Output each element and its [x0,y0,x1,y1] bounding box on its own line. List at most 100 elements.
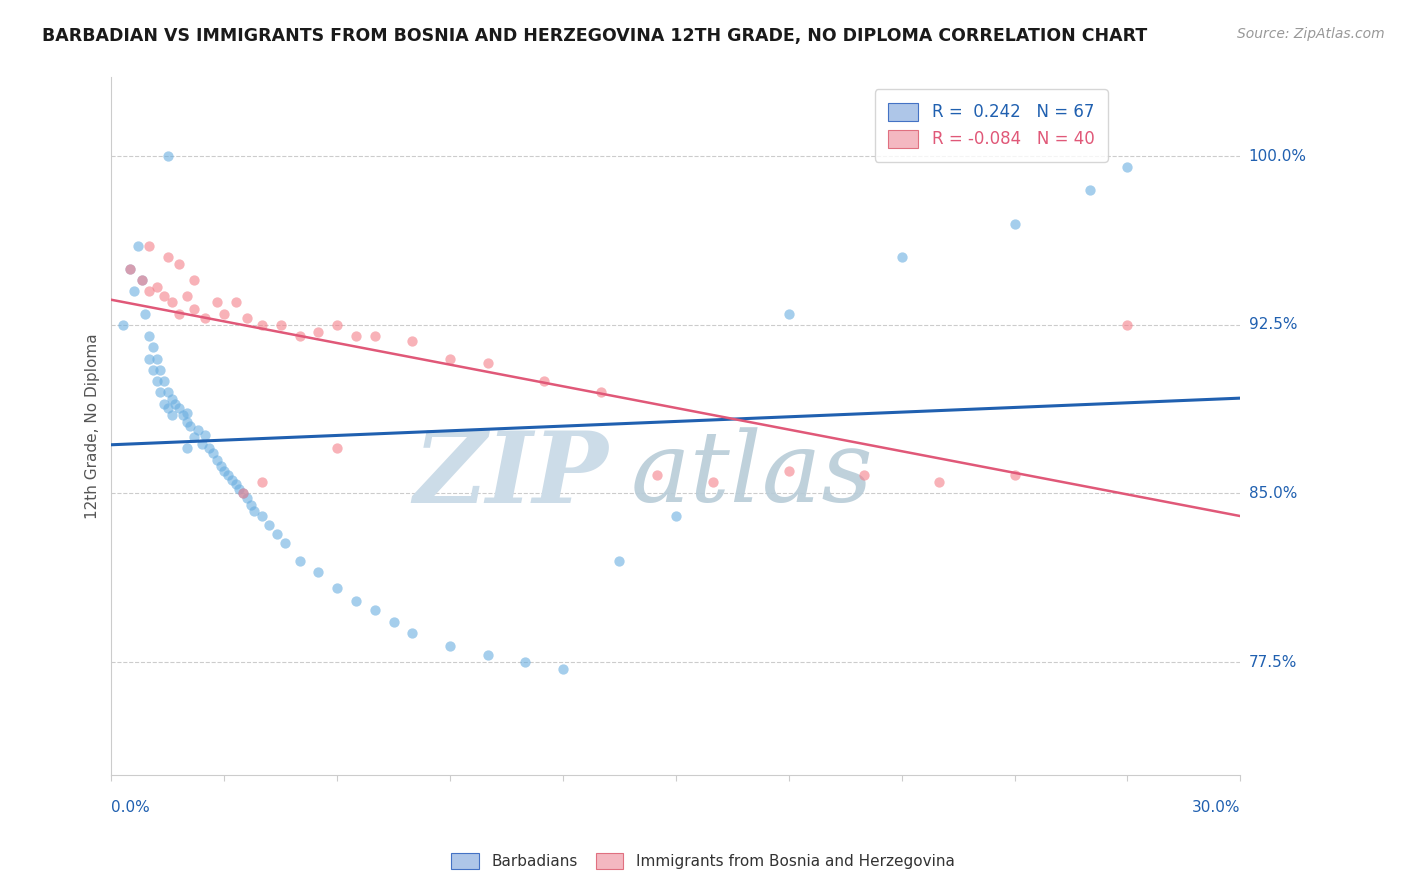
Point [778,307,800,321]
Point [1078,183,1101,197]
Point [190,437,212,451]
Point [179,419,201,434]
Point [198,442,221,456]
Point [533,374,555,388]
Point [439,640,461,654]
Point [127,239,149,253]
Point [551,662,574,676]
Point [702,475,724,490]
Point [326,581,349,595]
Point [477,356,499,370]
Point [176,405,198,419]
Point [165,396,187,410]
Point [225,295,247,310]
Point [326,318,349,332]
Point [266,527,288,541]
Point [156,149,179,163]
Point [307,565,329,579]
Point [138,351,160,366]
Point [142,363,165,377]
Point [167,401,190,415]
Point [156,401,179,415]
Point [172,408,194,422]
Text: 85.0%: 85.0% [1249,486,1296,501]
Point [232,486,254,500]
Text: ZIP: ZIP [413,426,609,523]
Point [183,273,205,287]
Point [273,536,295,550]
Text: 92.5%: 92.5% [1249,318,1298,333]
Point [122,284,145,298]
Point [288,329,311,343]
Point [217,468,239,483]
Point [153,288,176,302]
Point [160,295,183,310]
Point [364,603,387,617]
Point [236,311,259,326]
Point [120,261,142,276]
Point [183,430,205,444]
Point [259,518,281,533]
Point [1004,217,1026,231]
Y-axis label: 12th Grade, No Diploma: 12th Grade, No Diploma [86,334,100,519]
Point [270,318,292,332]
Point [307,325,329,339]
Point [156,250,179,264]
Point [149,385,172,400]
Point [288,554,311,568]
Text: atlas: atlas [631,427,873,523]
Point [209,459,232,474]
Point [228,482,250,496]
Point [167,307,190,321]
Point [194,311,217,326]
Point [589,385,612,400]
Point [194,428,217,442]
Point [477,648,499,663]
Point [214,307,236,321]
Legend: R =  0.242   N = 67, R = -0.084   N = 40: R = 0.242 N = 67, R = -0.084 N = 40 [875,89,1108,161]
Point [221,473,243,487]
Point [202,446,225,460]
Point [138,284,160,298]
Point [138,329,160,343]
Point [214,464,236,478]
Text: 30.0%: 30.0% [1192,799,1240,814]
Point [890,250,912,264]
Point [145,279,167,293]
Point [149,363,172,377]
Point [853,468,876,483]
Point [1004,468,1026,483]
Point [183,301,205,316]
Point [645,468,668,483]
Point [145,351,167,366]
Point [243,504,266,518]
Point [344,594,367,608]
Point [928,475,950,490]
Point [1116,318,1139,332]
Text: 77.5%: 77.5% [1249,655,1296,670]
Point [250,475,273,490]
Point [778,464,800,478]
Point [160,408,183,422]
Point [153,374,176,388]
Point [187,424,209,438]
Point [225,477,247,491]
Point [401,626,423,640]
Point [134,307,156,321]
Point [111,318,134,332]
Point [145,374,167,388]
Point [515,655,537,669]
Point [153,396,176,410]
Point [344,329,367,343]
Text: 100.0%: 100.0% [1249,149,1306,163]
Point [167,257,190,271]
Text: Source: ZipAtlas.com: Source: ZipAtlas.com [1237,27,1385,41]
Text: 0.0%: 0.0% [111,799,150,814]
Point [156,385,179,400]
Point [142,340,165,354]
Point [176,442,198,456]
Point [131,273,153,287]
Point [1116,161,1139,175]
Point [205,452,228,467]
Point [232,486,254,500]
